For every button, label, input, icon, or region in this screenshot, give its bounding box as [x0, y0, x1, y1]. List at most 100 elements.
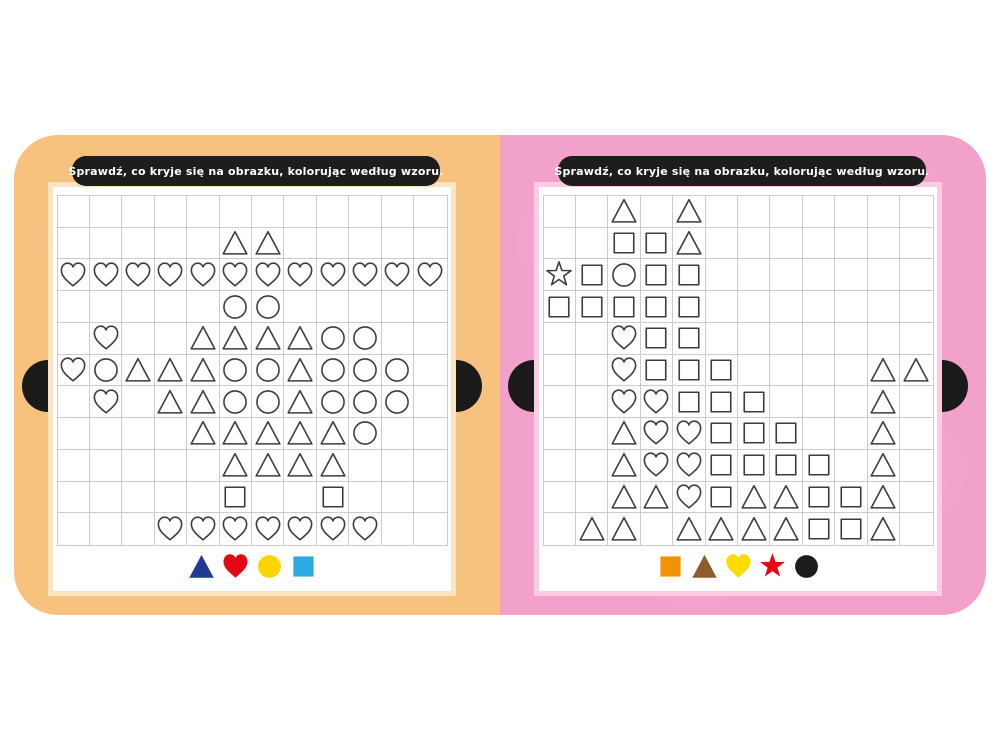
circle-icon	[353, 358, 377, 382]
triangle-icon	[319, 421, 346, 446]
square-icon	[840, 486, 862, 508]
triangle-icon	[287, 326, 313, 350]
circle-icon	[794, 554, 818, 578]
triangle-icon	[611, 453, 637, 477]
grid-cell	[673, 291, 706, 323]
grid-cell	[738, 322, 771, 355]
grid-cell	[414, 482, 447, 514]
square-icon	[645, 295, 667, 318]
grid-cell	[835, 481, 868, 514]
triangle-icon	[611, 421, 637, 446]
circle-icon	[223, 389, 248, 414]
grid-cell	[673, 449, 706, 482]
circle-icon	[255, 358, 280, 382]
grid-cell	[349, 227, 382, 260]
circle-icon	[257, 554, 281, 578]
grid-cell	[544, 513, 576, 545]
grid-cell	[284, 386, 317, 419]
grid-cell	[640, 354, 674, 387]
square-icon	[292, 555, 314, 577]
grid-cell	[867, 196, 901, 228]
grid-cell	[575, 386, 609, 419]
triangle-icon	[157, 389, 184, 414]
triangle-icon	[190, 326, 216, 350]
heart-icon	[611, 389, 637, 414]
grid-cell	[349, 481, 382, 514]
square-icon	[613, 295, 635, 318]
triangle-icon	[188, 554, 214, 578]
grid-cell	[219, 227, 252, 260]
triangle-icon	[287, 421, 313, 446]
grid-cell	[835, 227, 868, 260]
square-icon	[743, 454, 765, 476]
heart-icon	[93, 389, 119, 414]
triangle-icon	[255, 421, 281, 446]
key-swatch-square	[655, 551, 686, 586]
grid-cell	[802, 386, 836, 419]
square-icon	[710, 359, 732, 381]
square-icon	[710, 454, 732, 476]
grid-cell	[867, 259, 901, 292]
grid-cell	[154, 259, 188, 292]
grid-cell	[867, 481, 901, 514]
heart-icon	[644, 420, 669, 446]
grid-cell	[543, 291, 576, 323]
grid-cell	[802, 259, 836, 292]
circle-icon	[385, 389, 410, 414]
triangle-icon	[190, 357, 216, 382]
heart-icon	[611, 357, 637, 382]
grid-cell	[316, 227, 350, 260]
grid-cell	[738, 418, 771, 450]
page-notch	[942, 360, 968, 412]
grid-cell	[284, 227, 317, 260]
grid-cell	[705, 418, 738, 450]
square-icon	[710, 391, 732, 413]
triangle-icon	[255, 326, 281, 350]
grid-cell	[900, 228, 933, 260]
square-icon	[224, 486, 246, 508]
grid-cell	[219, 418, 252, 450]
grid-cell	[543, 322, 576, 355]
grid-cell	[252, 259, 285, 292]
heart-icon	[93, 325, 119, 350]
square-icon	[321, 486, 344, 508]
grid-cell	[154, 354, 188, 387]
grid-cell	[187, 291, 220, 323]
grid-cell	[640, 481, 674, 514]
heart-icon	[287, 262, 313, 287]
grid-cell	[835, 259, 868, 292]
grid-cell	[802, 449, 836, 482]
grid-cell	[187, 513, 220, 545]
grid-cell	[122, 291, 155, 323]
grid-cell	[219, 481, 252, 514]
grid-cell	[382, 513, 415, 545]
grid-cell	[122, 418, 155, 450]
heart-icon	[725, 553, 751, 578]
heart-icon	[190, 262, 216, 287]
grid-cell	[770, 227, 803, 260]
grid-cell	[835, 386, 868, 419]
shape-grid	[542, 195, 934, 546]
grid-cell	[219, 354, 252, 387]
grid-cell	[770, 513, 803, 545]
grid-cell	[900, 513, 932, 545]
triangle-icon	[287, 357, 313, 382]
grid-cell	[220, 513, 252, 545]
grid-cell	[414, 323, 447, 355]
grid-cell	[575, 449, 609, 482]
square-icon	[645, 327, 667, 349]
grid-cell	[900, 482, 933, 514]
grid-cell	[543, 259, 576, 292]
grid-cell	[835, 513, 868, 545]
grid-cell	[252, 449, 285, 482]
circle-icon	[320, 389, 345, 414]
grid-cell	[673, 481, 706, 514]
grid-cell	[575, 481, 609, 514]
grid-cell	[673, 322, 706, 355]
grid-cell	[219, 386, 252, 419]
heart-icon	[222, 516, 248, 541]
grid-cell	[575, 259, 609, 292]
heart-icon	[60, 357, 86, 382]
grid-cell	[316, 481, 350, 514]
heart-icon	[222, 262, 248, 287]
